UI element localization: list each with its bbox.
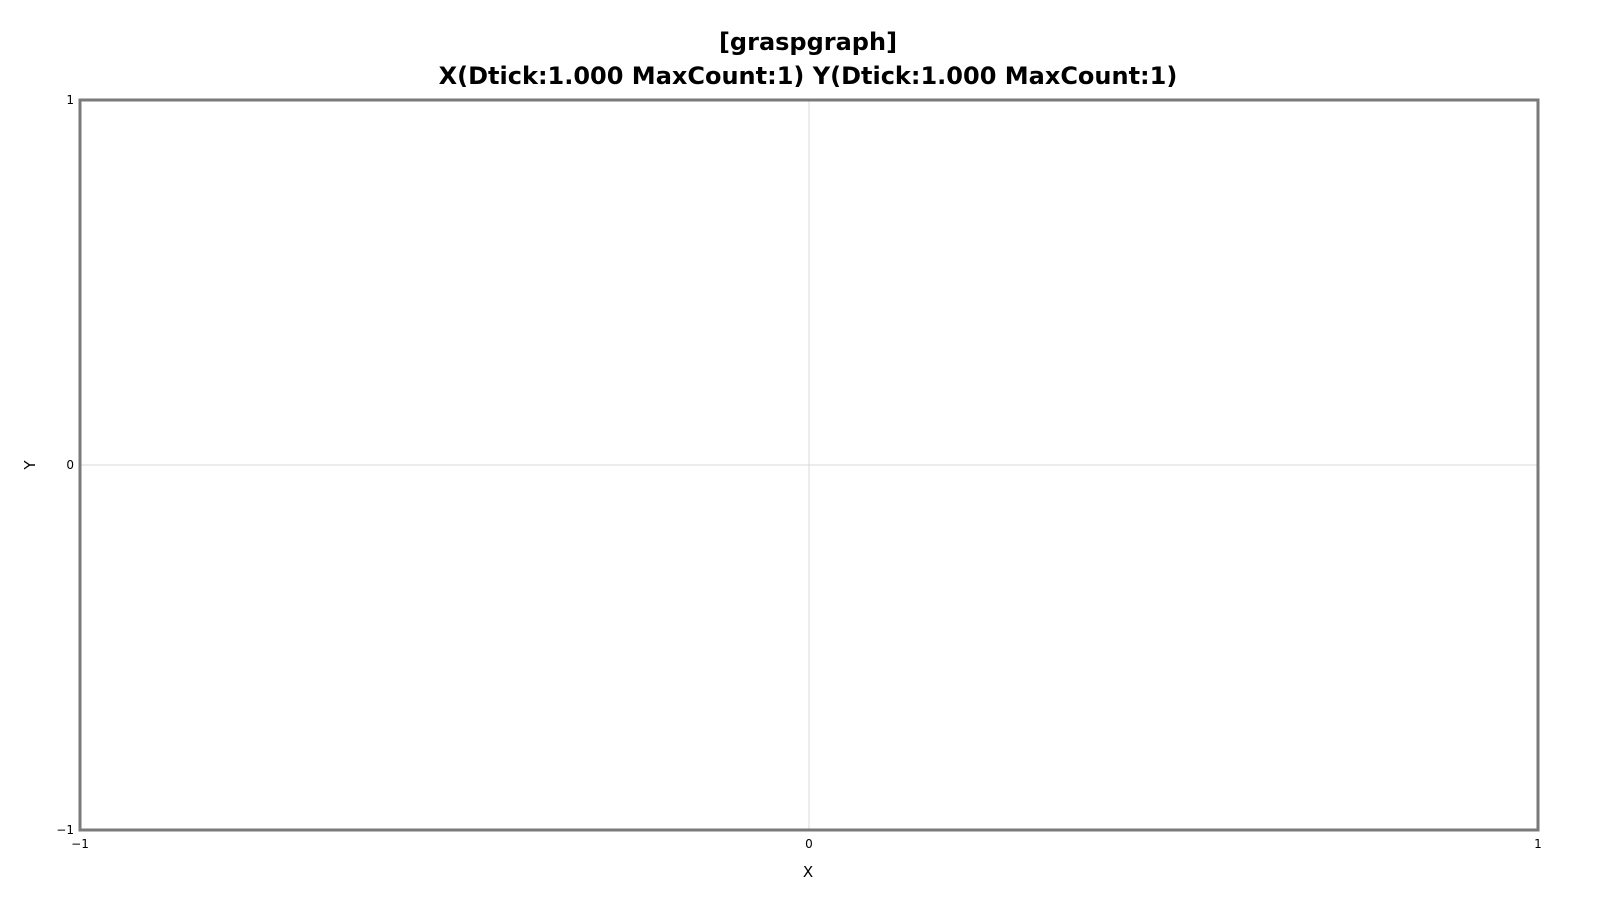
y-tick-label: 1: [66, 93, 74, 107]
y-tick-label: 0: [66, 458, 74, 472]
x-tick-label: 1: [1534, 837, 1542, 851]
grid-lines: [80, 100, 1538, 830]
x-tick-label: 0: [805, 837, 813, 851]
tick-labels: −1 0 1 −1 0 1: [56, 93, 1542, 851]
x-axis-label: X: [803, 863, 813, 881]
chart-subtitle: X(Dtick:1.000 MaxCount:1) Y(Dtick:1.000 …: [439, 62, 1178, 90]
x-tick-label: −1: [71, 837, 89, 851]
y-tick-label: −1: [56, 823, 74, 837]
chart-title: [graspgraph]: [719, 28, 897, 56]
plot-frame: [78, 98, 1540, 832]
y-axis-label: Y: [21, 460, 39, 471]
